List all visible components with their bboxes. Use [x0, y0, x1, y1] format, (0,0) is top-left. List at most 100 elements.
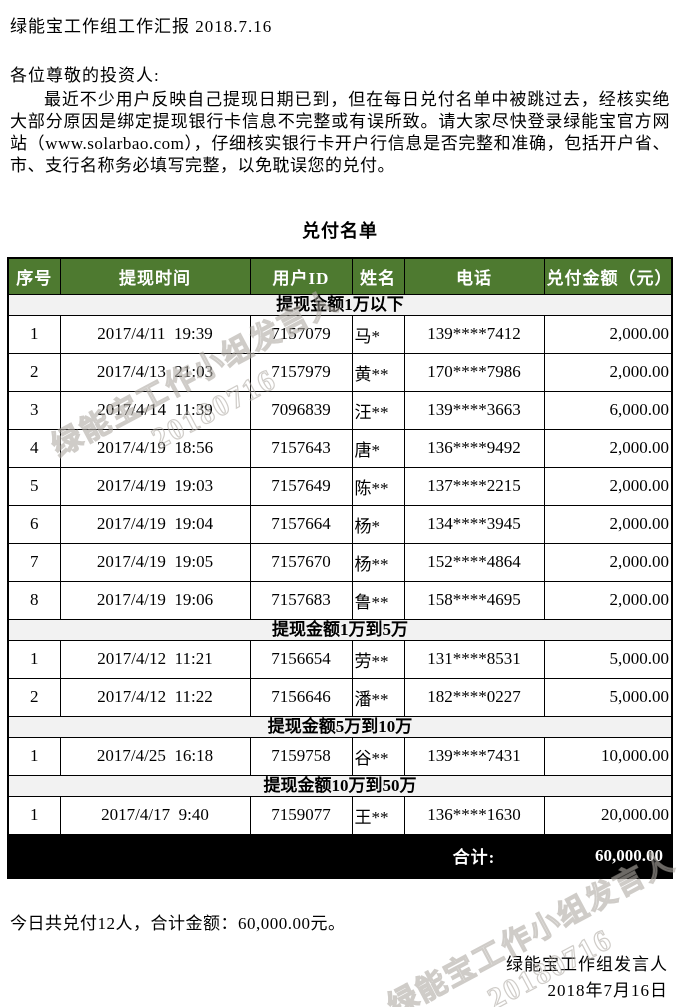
- cell-amount: 6,000.00: [543, 390, 673, 430]
- cell-name: 劳**: [351, 639, 405, 679]
- cell-name: 杨*: [351, 504, 405, 544]
- cell-amount: 5,000.00: [543, 677, 673, 717]
- cell-time: 2017/4/25 16:18: [59, 736, 251, 776]
- cell-index: 2: [7, 352, 61, 392]
- section-header-label: 提现金额1万以下: [7, 293, 673, 316]
- table-row: 4 2017/4/19 18:56 7157643 唐* 136****9492 2,00…: [7, 428, 673, 468]
- signature-date: 2018年7月16日: [547, 981, 668, 1000]
- cell-user-id: 7096839: [249, 390, 353, 430]
- cell-amount: 20,000.00: [543, 795, 673, 835]
- cell-index: 6: [7, 504, 61, 544]
- cell-name: 马*: [351, 314, 405, 354]
- cell-phone: 139****7431: [403, 736, 545, 776]
- cell-name: 汪**: [351, 390, 405, 430]
- column-header-phone: 电话: [403, 257, 545, 295]
- table-row: 6 2017/4/19 19:04 7157664 杨* 134****3945 2,00…: [7, 504, 673, 544]
- cell-index: 1: [7, 795, 61, 835]
- cell-name: 潘**: [351, 677, 405, 717]
- section-header-row: 提现金额1万到5万: [7, 618, 673, 641]
- section-header-row: 提现金额5万到10万: [7, 715, 673, 738]
- cell-phone: 137****2215: [403, 466, 545, 506]
- cell-index: 4: [7, 428, 61, 468]
- salutation: 各位尊敬的投资人:: [10, 66, 160, 85]
- footer-summary: 今日共兑付12人，合计金额：60,000.00元。: [10, 914, 346, 933]
- total-value: 60,000.00: [543, 833, 673, 879]
- cell-phone: 131****8531: [403, 639, 545, 679]
- cell-user-id: 7159758: [249, 736, 353, 776]
- cell-phone: 134****3945: [403, 504, 545, 544]
- table-header-row: 序号 提现时间 用户ID 姓名 电话 兑付金额（元）: [7, 257, 673, 295]
- cell-amount: 5,000.00: [543, 639, 673, 679]
- table-title: 兑付名单: [302, 221, 378, 241]
- cell-phone: 182****0227: [403, 677, 545, 717]
- table-row: 2 2017/4/13 21:03 7157979 黄** 170****7986 2,0…: [7, 352, 673, 392]
- table-row: 1 2017/4/25 16:18 7159758 谷** 139****7431 10,…: [7, 736, 673, 776]
- cell-name: 陈**: [351, 466, 405, 506]
- cell-index: 5: [7, 466, 61, 506]
- cell-user-id: 7156654: [249, 639, 353, 679]
- cell-phone: 170****7986: [403, 352, 545, 392]
- cell-time: 2017/4/19 19:03: [59, 466, 251, 506]
- page-title: 绿能宝工作组工作汇报 2018.7.16: [10, 17, 273, 36]
- section-header-row: 提现金额10万到50万: [7, 774, 673, 797]
- cell-user-id: 7159077: [249, 795, 353, 835]
- cell-name: 谷**: [351, 736, 405, 776]
- cell-index: 2: [7, 677, 61, 717]
- section-header-label: 提现金额10万到50万: [7, 774, 673, 797]
- cell-amount: 2,000.00: [543, 542, 673, 582]
- cell-user-id: 7157079: [249, 314, 353, 354]
- cell-amount: 2,000.00: [543, 314, 673, 354]
- cell-index: 7: [7, 542, 61, 582]
- notice-paragraph: 最近不少用户反映自己提现日期已到，但在每日兑付名单中被跳过去，经核实绝大部分原因…: [10, 90, 670, 175]
- cell-time: 2017/4/17 9:40: [59, 795, 251, 835]
- table-row: 8 2017/4/19 19:06 7157683 鲁** 158****4695 2,0…: [7, 580, 673, 620]
- table-row: 1 2017/4/12 11:21 7156654 劳** 131****8531 5,0…: [7, 639, 673, 679]
- cell-amount: 2,000.00: [543, 504, 673, 544]
- cell-index: 3: [7, 390, 61, 430]
- total-row: 合计: 60,000.00: [7, 833, 673, 879]
- cell-name: 鲁**: [351, 580, 405, 620]
- signature-block: 绿能宝工作组发言人 2018年7月16日: [0, 952, 668, 1004]
- cell-name: 王**: [351, 795, 405, 835]
- table-row: 5 2017/4/19 19:03 7157649 陈** 137****2215 2,0…: [7, 466, 673, 506]
- total-spacer: [7, 833, 405, 879]
- table-row: 3 2017/4/14 11:39 7096839 汪** 139****3663 6,0…: [7, 390, 673, 430]
- cell-amount: 10,000.00: [543, 736, 673, 776]
- cell-time: 2017/4/19 19:06: [59, 580, 251, 620]
- section-header-label: 提现金额1万到5万: [7, 618, 673, 641]
- section-header-label: 提现金额5万到10万: [7, 715, 673, 738]
- cell-user-id: 7157643: [249, 428, 353, 468]
- cell-index: 1: [7, 736, 61, 776]
- cell-phone: 139****3663: [403, 390, 545, 430]
- cell-time: 2017/4/12 11:22: [59, 677, 251, 717]
- column-header-amount: 兑付金额（元）: [543, 257, 673, 295]
- cell-time: 2017/4/11 19:39: [59, 314, 251, 354]
- column-header-user-id: 用户ID: [249, 257, 353, 295]
- cell-time: 2017/4/13 21:03: [59, 352, 251, 392]
- cell-amount: 2,000.00: [543, 466, 673, 506]
- cell-user-id: 7157683: [249, 580, 353, 620]
- total-label: 合计:: [403, 833, 545, 879]
- cell-time: 2017/4/12 11:21: [59, 639, 251, 679]
- cell-index: 1: [7, 314, 61, 354]
- cell-time: 2017/4/14 11:39: [59, 390, 251, 430]
- signature-name: 绿能宝工作组发言人: [506, 955, 668, 974]
- cell-name: 唐*: [351, 428, 405, 468]
- cell-phone: 136****1630: [403, 795, 545, 835]
- cell-user-id: 7156646: [249, 677, 353, 717]
- table-row: 7 2017/4/19 19:05 7157670 杨** 152****4864 2,0…: [7, 542, 673, 582]
- cell-amount: 2,000.00: [543, 580, 673, 620]
- payout-table: 序号 提现时间 用户ID 姓名 电话 兑付金额（元） 提现金额1万以下 1 2017…: [7, 257, 673, 879]
- cell-user-id: 7157979: [249, 352, 353, 392]
- table-row: 2 2017/4/12 11:22 7156646 潘** 182****0227 5,0…: [7, 677, 673, 717]
- column-header-name: 姓名: [351, 257, 405, 295]
- cell-index: 8: [7, 580, 61, 620]
- cell-user-id: 7157670: [249, 542, 353, 582]
- cell-phone: 139****7412: [403, 314, 545, 354]
- section-header-row: 提现金额1万以下: [7, 293, 673, 316]
- cell-amount: 2,000.00: [543, 428, 673, 468]
- cell-phone: 158****4695: [403, 580, 545, 620]
- cell-phone: 152****4864: [403, 542, 545, 582]
- cell-user-id: 7157664: [249, 504, 353, 544]
